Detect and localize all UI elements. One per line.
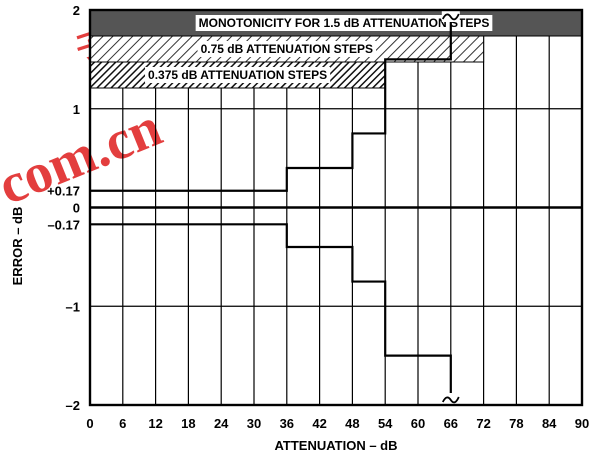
band-label-bg-1 xyxy=(195,15,493,31)
axis-breaks xyxy=(441,10,460,405)
y-axis-title: ERROR – dB xyxy=(10,207,25,286)
x-tick-labels: 0 6 12 18 24 30 36 42 48 54 60 66 72 78 84 90 xyxy=(86,416,589,431)
x-tick-label-48: 48 xyxy=(345,416,359,431)
x-tick-label-12: 12 xyxy=(148,416,162,431)
axis-break-2 xyxy=(441,396,460,404)
x-tick-label-66: 66 xyxy=(444,416,458,431)
band-label-bg-3 xyxy=(145,67,331,83)
x-tick-label-36: 36 xyxy=(280,416,294,431)
band-label-2: 0.75 dB ATTENUATION STEPS xyxy=(201,42,373,56)
x-tick-label-0: 0 xyxy=(86,416,93,431)
x-tick-label-72: 72 xyxy=(476,416,490,431)
plot-border xyxy=(88,8,584,407)
band-label-3: 0.375 dB ATTENUATION STEPS xyxy=(148,68,327,82)
x-tick-label-78: 78 xyxy=(509,416,523,431)
y-tick-label-1: 1 xyxy=(73,102,80,117)
band-label-bg-2 xyxy=(197,41,377,57)
x-tick-label-6: 6 xyxy=(119,416,126,431)
x-tick-label-18: 18 xyxy=(181,416,195,431)
series-line-1 xyxy=(90,10,452,192)
series-line-3 xyxy=(90,223,452,405)
y-tick-label-2: 2 xyxy=(73,3,80,18)
x-tick-label-30: 30 xyxy=(247,416,261,431)
y-tick-label-neg1: –1 xyxy=(66,299,80,314)
x-tick-label-24: 24 xyxy=(214,416,229,431)
y-tick-label-0: 0 xyxy=(73,201,80,216)
y-tick-label-neg2: –2 xyxy=(66,398,80,413)
watermark-text: com.cn xyxy=(0,96,170,217)
y-tick-labels: 2 1 +0.17 0–0.17 –1 –2 xyxy=(47,3,80,413)
x-tick-label-42: 42 xyxy=(312,416,326,431)
x-tick-label-54: 54 xyxy=(378,416,393,431)
band-label-1: MONOTONICITY FOR 1.5 dB ATTENUATION STEP… xyxy=(199,16,490,30)
x-tick-label-90: 90 xyxy=(575,416,589,431)
axis-break-1 xyxy=(441,13,460,21)
x-axis-title: ATTENUATION – dB xyxy=(274,438,397,453)
y-tick-label-neg0_17: –0.17 xyxy=(47,217,80,232)
attenuation-bands: MONOTONICITY FOR 1.5 dB ATTENUATION STEP… xyxy=(89,9,583,89)
plot-frame xyxy=(88,8,584,407)
x-tick-label-84: 84 xyxy=(542,416,557,431)
y-tick-label-0_17: +0.17 xyxy=(47,184,80,199)
x-tick-label-60: 60 xyxy=(411,416,425,431)
series-group xyxy=(90,10,582,405)
